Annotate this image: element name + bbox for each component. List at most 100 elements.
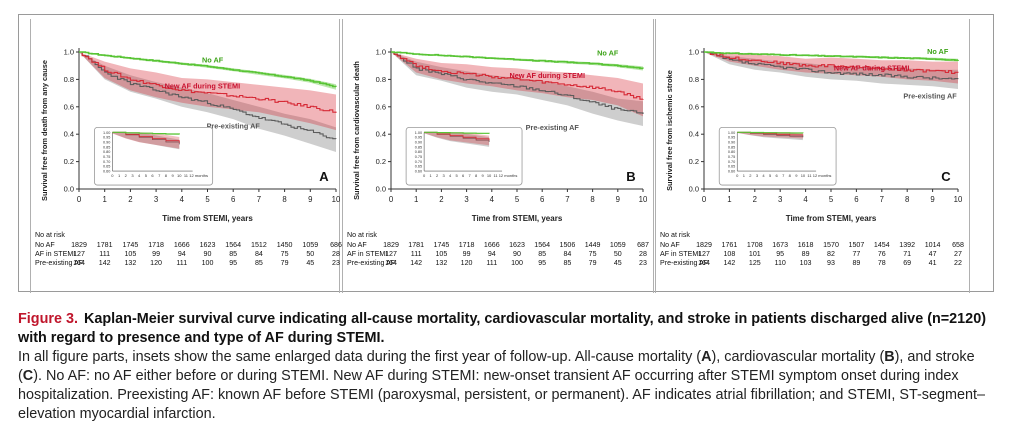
inset-y-tick-label: 0.70 (103, 160, 110, 164)
risk-table-row: No AF 1829 1781 1745 1718 1666 1623 1564 1506 144… (347, 241, 649, 250)
series-label: No AF (927, 47, 949, 56)
risk-cell: 71 (903, 250, 912, 258)
inset-box (94, 126, 214, 186)
risk-cell: 1829 (71, 241, 87, 249)
km-curve-no-af (391, 51, 644, 70)
caption-body-part: ). No AF: no AF either before or during … (18, 368, 985, 422)
inset-y-tick-label: 0.80 (728, 150, 735, 154)
risk-cell: 85 (229, 250, 238, 258)
km-curve-pre-existing-af (79, 51, 337, 140)
inset-y-tick-label: 0.75 (415, 155, 422, 159)
x-tick-label: 9 (308, 195, 312, 204)
risk-cell: 142 (410, 259, 423, 267)
risk-cell: 90 (513, 250, 521, 258)
inset-x-tick-label: 1 (429, 173, 432, 178)
risk-cell: 164 (698, 259, 710, 267)
y-tick-label: 0.8 (689, 75, 699, 84)
inset-y-tick-label: 0.75 (728, 155, 735, 159)
panel-c: 0.0 0.2 0.4 0.6 0.8 1.0 0 1 2 3 4 5 6 7 8 9 10 Time from … (655, 19, 970, 293)
y-tick-label: 1.0 (64, 48, 74, 57)
risk-cell: 1564 (225, 241, 242, 249)
risk-cell: 94 (487, 250, 496, 258)
inset-x-tick-label: 12 months (499, 173, 518, 178)
risk-cell: 95 (776, 250, 785, 258)
inset-y-tick-label: 0.65 (728, 165, 735, 169)
y-tick-label: 0.2 (689, 157, 699, 166)
panel-b: 0.0 0.2 0.4 0.6 0.8 1.0 0 1 2 3 4 5 6 7 8 9 10 Time from … (342, 19, 654, 293)
risk-row-label: AF in STEMI (660, 250, 701, 258)
risk-cell: 164 (73, 259, 85, 267)
inset-y-tick-label: 0.70 (728, 160, 735, 164)
risk-table-c: No at risk No AF 1829 1761 1708 1673 1618 1570 1… (660, 231, 965, 291)
risk-cell: 164 (385, 259, 397, 267)
risk-cell: 84 (563, 250, 572, 258)
caption-body-part: In all figure parts, insets show the sam… (18, 349, 702, 365)
risk-cell: 85 (538, 250, 547, 258)
risk-cell: 50 (613, 250, 622, 258)
risk-cell: 28 (332, 250, 340, 258)
x-tick-label: 1 (103, 195, 107, 204)
risk-cell: 1829 (383, 241, 399, 249)
x-tick-label: 6 (854, 195, 858, 204)
x-tick-label: 10 (639, 195, 648, 204)
inset-y-tick-label: 0.95 (415, 136, 422, 140)
series-label: No AF (597, 48, 619, 57)
risk-cell: 1512 (251, 241, 267, 249)
inset-x-tick-label: 3 (442, 173, 445, 178)
x-tick-label: 5 (829, 195, 834, 204)
caption-body-part: ), and stroke ( (18, 349, 975, 384)
risk-cell: 105 (124, 250, 137, 258)
series-label: Pre-existing AF (207, 122, 261, 131)
inset-y-tick-label: 0.65 (103, 165, 110, 169)
risk-table-row: Pre-existing AF 164 142 132 120 111 100 95 85 79 4… (347, 259, 649, 268)
risk-cell: 89 (801, 250, 810, 258)
risk-table-a: No at risk No AF 1829 1781 1745 1718 1666 1623 1… (35, 231, 342, 291)
inset-x-tick-label: 11 (493, 173, 498, 178)
risk-table-header: No at risk (660, 231, 690, 239)
risk-cell: 1745 (433, 241, 450, 249)
risk-cell: 1666 (173, 241, 190, 249)
inset-x-tick-label: 2 (749, 173, 752, 178)
risk-cell: 100 (201, 259, 214, 267)
x-tick-label: 0 (77, 195, 82, 204)
risk-cell: 1507 (848, 241, 865, 249)
risk-cell: 111 (176, 259, 188, 267)
inset-km-curve (424, 131, 490, 134)
x-tick-label: 1 (414, 195, 418, 204)
risk-cell: 41 (928, 259, 937, 267)
risk-cell: 101 (748, 250, 761, 258)
risk-cell: 132 (435, 259, 448, 267)
x-tick-label: 7 (565, 195, 569, 204)
y-tick-label: 0.2 (376, 157, 386, 166)
inset-x-tick-label: 6 (151, 173, 154, 178)
risk-cell: 1564 (534, 241, 551, 249)
km-curve-new-af-during-stemi (79, 51, 337, 113)
risk-cell: 69 (903, 259, 912, 267)
series-label: New AF during STEMI (165, 81, 241, 90)
inset-ci-band (112, 132, 180, 149)
inset-x-tick-label: 10 (177, 173, 182, 178)
risk-cell: 79 (588, 259, 597, 267)
risk-cell: 95 (229, 259, 238, 267)
x-tick-label: 1 (727, 195, 731, 204)
risk-cell: 1708 (746, 241, 763, 249)
x-tick-label: 8 (905, 195, 909, 204)
inset-y-tick-label: 0.70 (415, 160, 422, 164)
y-tick-label: 0.4 (376, 130, 386, 139)
risk-cell: 110 (774, 259, 786, 267)
risk-cell: 132 (124, 259, 137, 267)
risk-cell: 1666 (483, 241, 500, 249)
risk-cell: 45 (306, 259, 315, 267)
x-tick-label: 4 (803, 195, 808, 204)
inset-x-tick-label: 6 (462, 173, 465, 178)
risk-cell: 1059 (302, 241, 319, 249)
risk-cell: 1673 (772, 241, 789, 249)
inset-ci-band (112, 132, 180, 150)
risk-cell: 27 (954, 250, 962, 258)
risk-cell: 90 (203, 250, 212, 258)
y-tick-label: 0.0 (376, 185, 386, 194)
risk-cell: 103 (799, 259, 812, 267)
km-curve-new-af-during-stemi (391, 51, 644, 100)
